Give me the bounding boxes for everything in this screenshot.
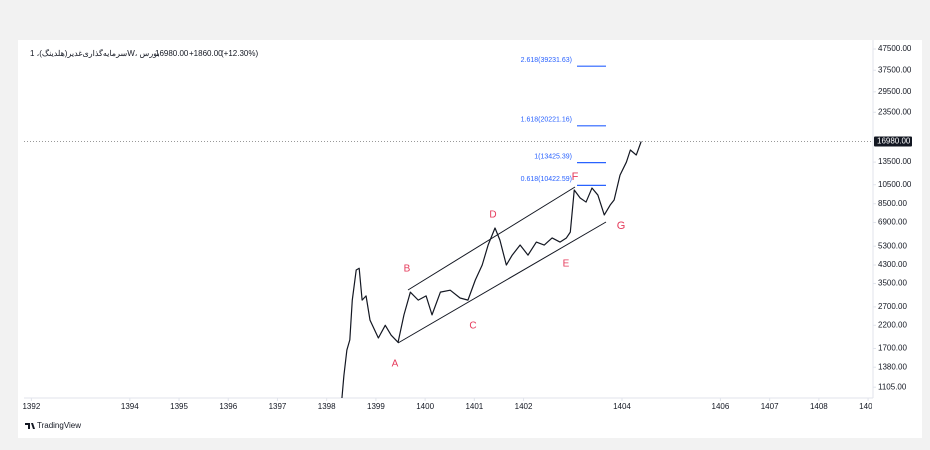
wave-label: E	[563, 259, 570, 270]
wave-label: C	[469, 321, 476, 332]
y-tick-label: 2700.00	[878, 302, 907, 311]
x-tick-label: 1395	[170, 402, 188, 411]
x-axis: 1392 1394 1395 1396 1397 1398 1399 1400 1401 1402…	[22, 398, 877, 411]
x-tick-label: 1399	[367, 402, 385, 411]
change-percent: (+12.30%)	[221, 49, 258, 58]
last-price-tag	[874, 136, 912, 147]
logo: TradingView	[25, 421, 81, 430]
chart-panel	[18, 40, 922, 438]
fib-label: 0.618(10422.59)	[521, 176, 572, 183]
y-tick-label: 8500.00	[878, 199, 907, 208]
x-tick-label: 1406	[712, 402, 730, 411]
chart-title: سرمایه‌گذاری‌غدیر(هلدینگ)، 1W، بورس	[30, 48, 160, 58]
wave-label: F	[572, 171, 579, 183]
price-line	[341, 141, 642, 399]
x-tick-label: 1396	[219, 402, 237, 411]
x-tick-label: 1408	[810, 402, 828, 411]
x-tick-label: 1398	[318, 402, 336, 411]
x-tick-label: 1397	[269, 402, 287, 411]
channel-lower	[397, 221, 607, 344]
y-tick-label: 1380.00	[878, 362, 907, 371]
x-tick-label: 1404	[613, 402, 631, 411]
x-tick-label: 1392	[22, 402, 40, 411]
wave-label: D	[489, 210, 496, 221]
y-tick-label: 29500.00	[878, 87, 912, 96]
y-tick-label: 2200.00	[878, 320, 907, 329]
x-tick-label: 1394	[121, 402, 139, 411]
x-tick-label: 1401	[465, 402, 483, 411]
fib-label: 1(13425.39)	[534, 153, 572, 160]
y-tick-label: 1700.00	[878, 344, 907, 353]
y-tick-label: 4300.00	[878, 260, 907, 269]
y-tick-label: 23500.00	[878, 107, 912, 116]
y-tick-label: 47500.00	[878, 44, 912, 53]
fib-label: 2.618(39231.63)	[521, 57, 572, 64]
y-tick-label: 3500.00	[878, 279, 907, 288]
brand: TradingView	[37, 421, 81, 430]
x-tick-label: 1400	[416, 402, 434, 411]
y-tick-label: 6900.00	[878, 218, 907, 227]
y-tick-label: 5300.00	[878, 241, 907, 250]
wave-label: G	[617, 220, 626, 232]
last-price-label: 16980.00	[877, 137, 911, 146]
wave-label: A	[392, 359, 399, 370]
wave-label: B	[404, 264, 411, 275]
fib-label: 1.618(20221.16)	[521, 117, 572, 124]
x-tick-label: 1402	[515, 402, 533, 411]
x-tick-label: 1407	[761, 402, 779, 411]
last-price-header: 16980.00	[155, 49, 189, 58]
y-tick-label: 37500.00	[878, 65, 912, 74]
y-tick-label: 10500.00	[878, 180, 912, 189]
x-tick-label: 1409	[859, 402, 877, 411]
y-tick-label: 1105.00	[878, 382, 907, 391]
change: +1860.00	[189, 49, 223, 58]
channel-upper	[407, 186, 576, 291]
y-tick-label: 13500.00	[878, 157, 912, 166]
